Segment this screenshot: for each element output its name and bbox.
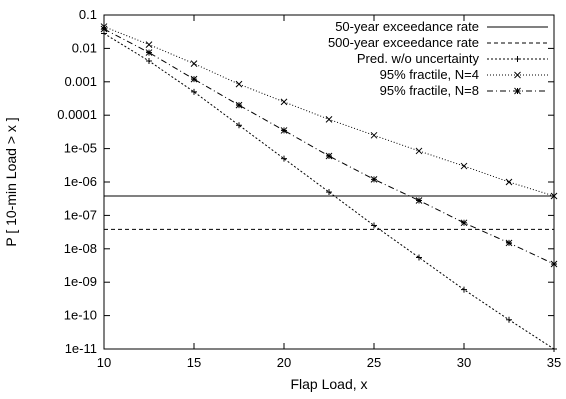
y-tick-label: 1e-06: [64, 174, 97, 189]
y-tick-label: 0.001: [64, 74, 97, 89]
x-tick-label: 25: [367, 355, 381, 370]
plot-content: [100, 23, 558, 352]
y-tick-label: 1e-05: [64, 141, 97, 156]
x-axis: 10 15 20 25 30 35: [97, 15, 561, 370]
series-3-point: [506, 316, 512, 323]
series-4-point: [190, 60, 198, 67]
series-4-point: [460, 162, 468, 170]
series-3-point: [326, 189, 332, 196]
series-line-3: [103, 33, 555, 350]
legend-marker-swatch: [514, 71, 521, 79]
y-tick-label: 1e-11: [65, 341, 97, 356]
y-tick-label: 0.01: [72, 40, 97, 55]
series-5-point: [415, 197, 423, 204]
y-tick-label: 1e-08: [64, 241, 97, 256]
legend-label: 95% fractile, N=4: [380, 67, 479, 82]
plot-frame: [103, 14, 555, 350]
series-5-point: [145, 49, 153, 56]
series-3-point: [281, 155, 287, 162]
legend-marker-swatch: [514, 56, 521, 62]
series-3-point: [191, 88, 197, 95]
series-line-4: [103, 26, 555, 197]
series-3-point: [371, 222, 377, 229]
legend-label: Pred. w/o uncertainty: [357, 51, 480, 66]
x-axis-label: Flap Load, x: [290, 376, 367, 392]
x-tick-label: 10: [97, 355, 111, 370]
y-tick-label: 1e-07: [64, 207, 97, 222]
y-axis-label: P [ 10-min Load > x ]: [3, 117, 19, 246]
series-4-point: [235, 80, 243, 88]
series-4-point: [505, 178, 513, 186]
series-5-point: [325, 152, 333, 160]
series-3-point: [236, 122, 242, 129]
y-tick-label: 1e-10: [64, 308, 97, 323]
x-tick-label: 35: [547, 355, 561, 370]
series-5-point: [280, 127, 288, 134]
series-line-5: [103, 28, 555, 265]
series-4-point: [280, 98, 288, 106]
series-4-point: [415, 147, 423, 155]
y-tick-label: 0.0001: [57, 107, 97, 122]
y-axis: 0.1 0.01 0.001 0.0001 1e-05 1e-06 1e-07 1e-08 1e…: [57, 7, 554, 356]
series-5-point: [190, 75, 198, 83]
series-5-point: [235, 101, 243, 109]
series-4-point: [325, 116, 333, 123]
legend-marker-swatch: [514, 87, 521, 95]
series-4-point: [370, 131, 378, 139]
series-5-point: [460, 219, 468, 227]
series-3-point: [146, 57, 152, 64]
x-tick-label: 30: [457, 355, 471, 370]
legend-label: 95% fractile, N=8: [380, 83, 479, 98]
y-tick-label: 1e-09: [64, 274, 97, 289]
series-3-point: [416, 254, 422, 261]
series-4-point: [145, 41, 153, 48]
x-tick-label: 20: [277, 355, 291, 370]
y-tick-label: 0.1: [79, 7, 97, 22]
legend-label: 500-year exceedance rate: [328, 35, 479, 50]
series-3-point: [461, 286, 467, 293]
x-tick-label: 15: [187, 355, 201, 370]
series-5-point: [505, 239, 513, 247]
series-5-point: [370, 176, 378, 183]
legend-label: 50-year exceedance rate: [335, 19, 479, 34]
